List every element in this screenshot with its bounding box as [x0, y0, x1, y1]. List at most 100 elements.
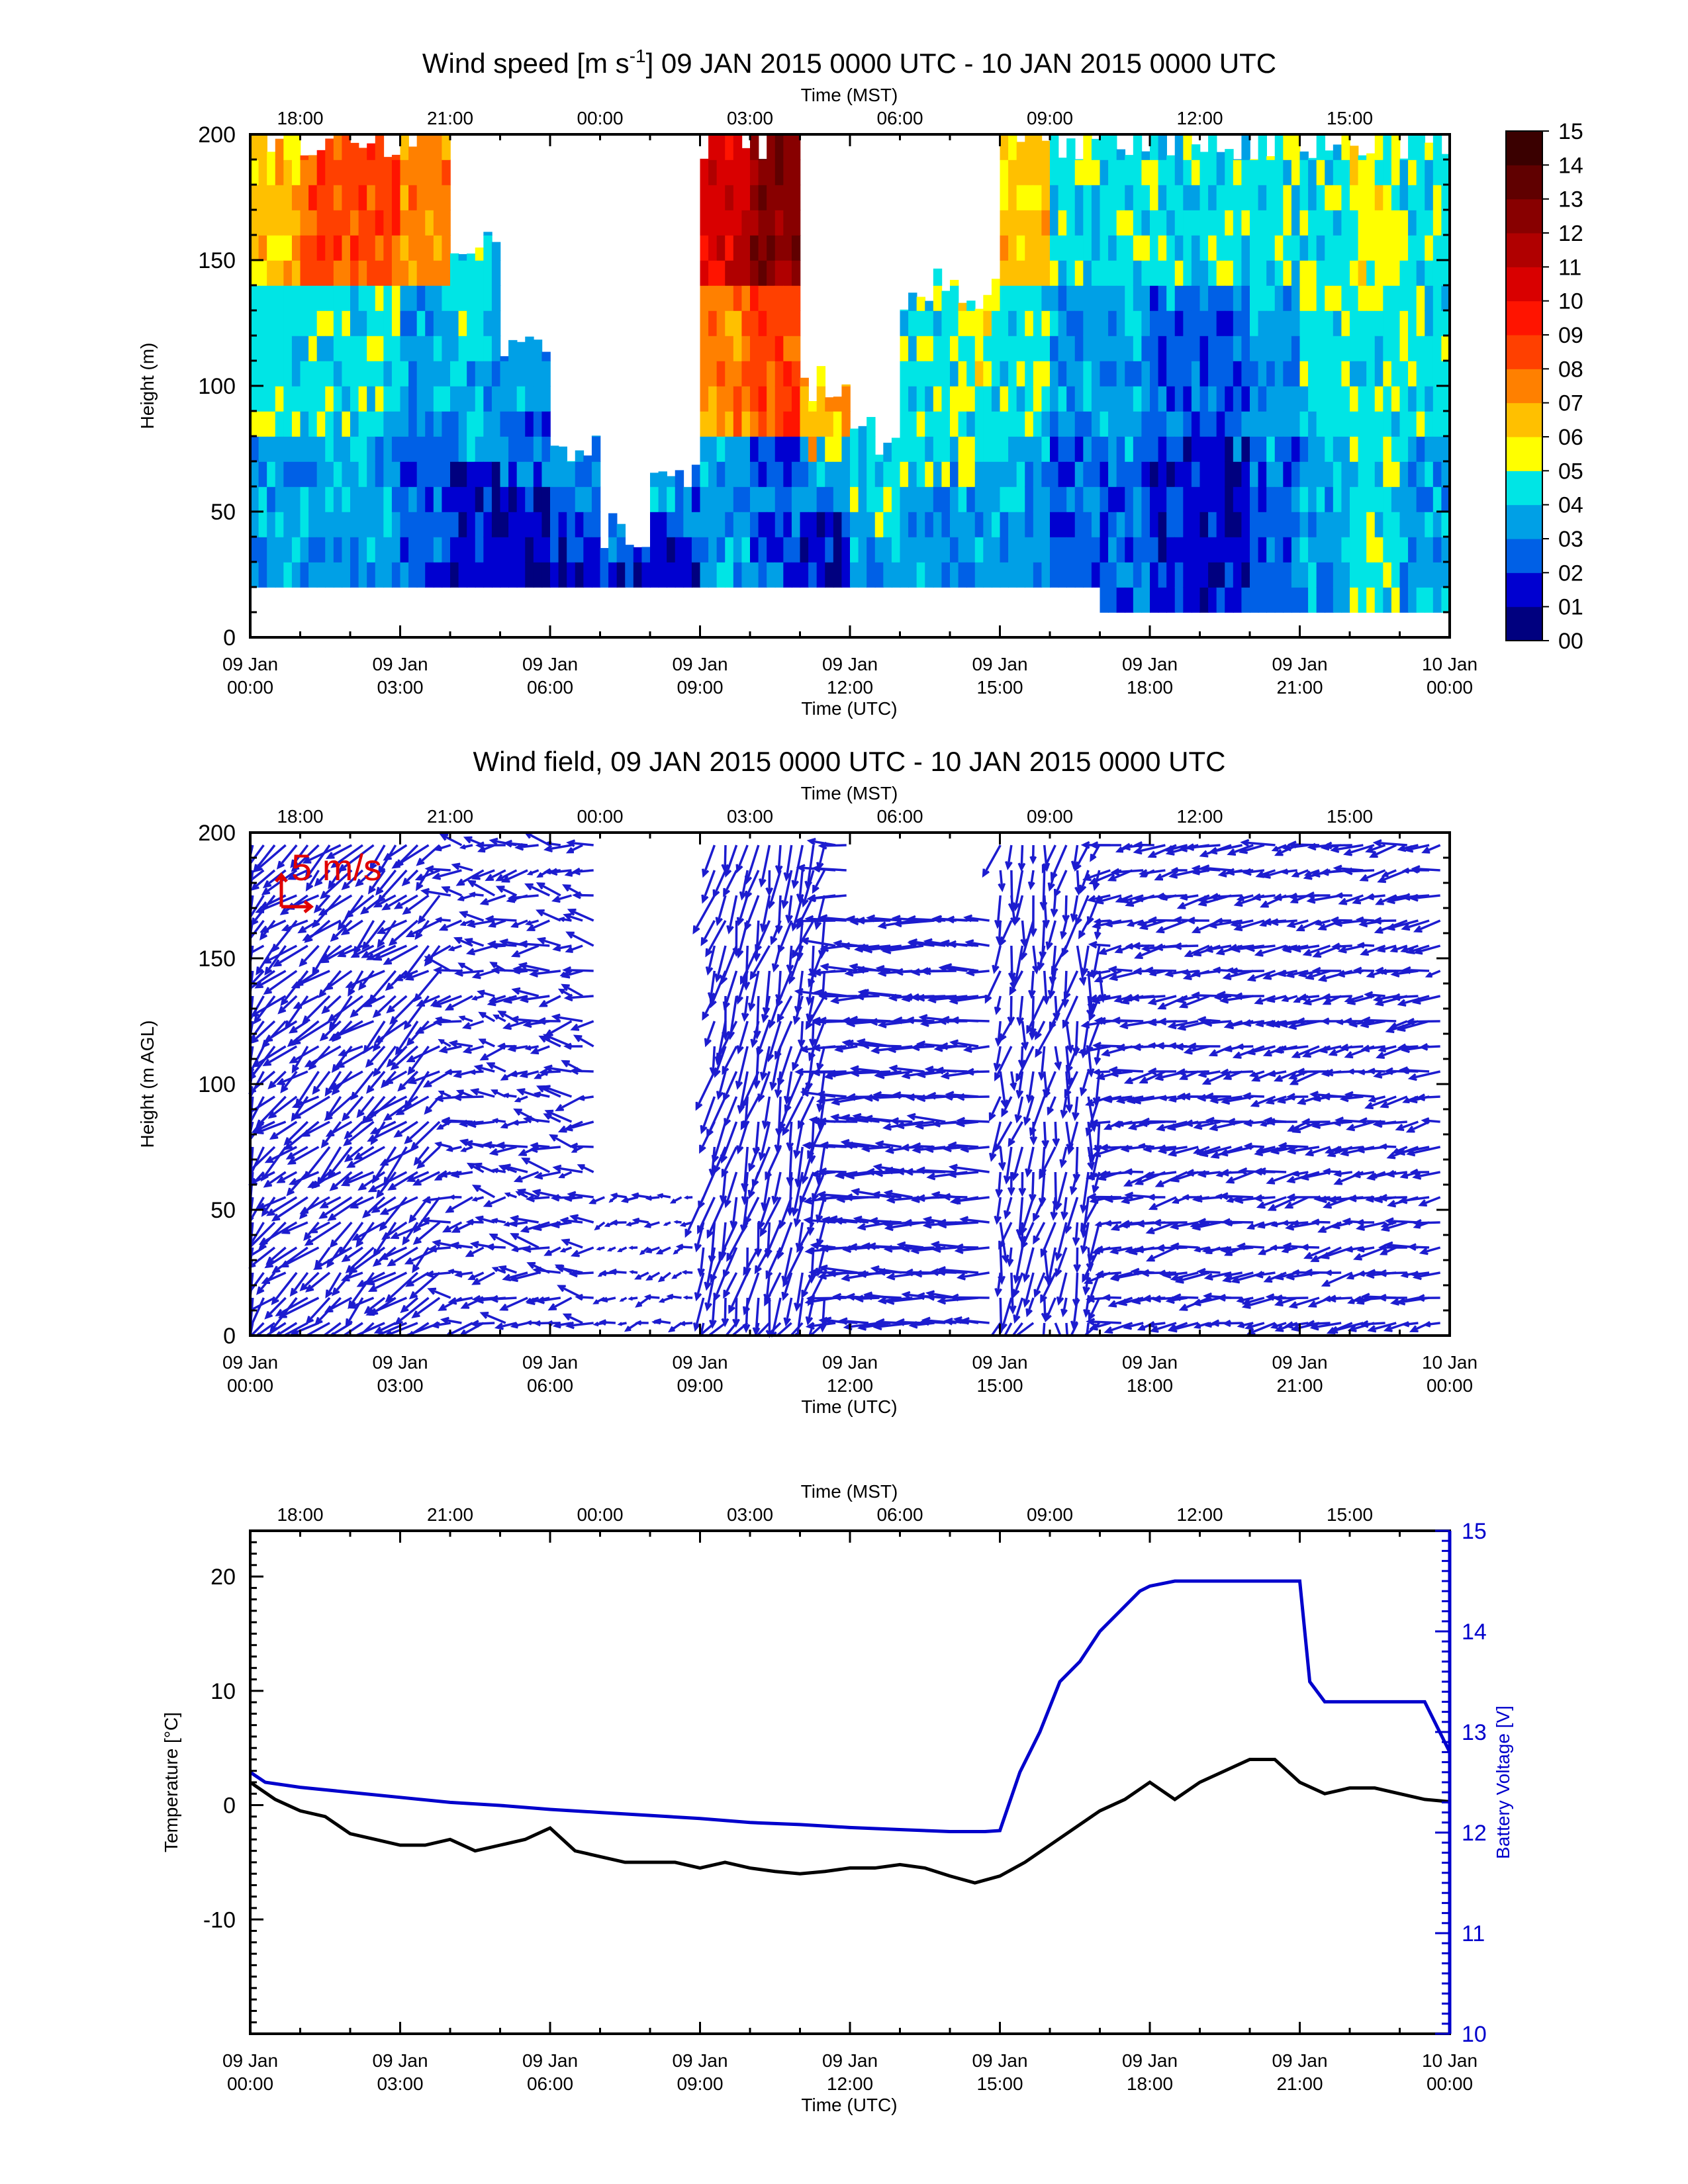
wind-speed-cell [575, 562, 585, 588]
wind-speed-cell [425, 310, 434, 336]
wind-speed-cell [1225, 260, 1234, 286]
wind-speed-cell [1066, 411, 1076, 437]
wind-speed-cell [342, 159, 351, 185]
wind-vector-arrow [373, 1322, 397, 1334]
wind-speed-cell [316, 512, 326, 537]
wind-speed-cell [1258, 562, 1267, 588]
wind-vector-arrow [658, 1297, 671, 1303]
wind-speed-cell [1432, 185, 1442, 210]
wind-speed-cell [1158, 260, 1167, 286]
wind-speed-cell [1016, 336, 1026, 361]
wind-vector-arrow [1103, 919, 1133, 928]
wind-speed-cell [1241, 562, 1250, 588]
wind-vector-arrow [1085, 970, 1111, 978]
wind-speed-cell [1125, 386, 1134, 412]
wind-vector-arrow [1049, 945, 1057, 986]
wind-vector-arrow [346, 1146, 385, 1168]
wind-speed-cell [258, 486, 267, 512]
wind-speed-cell [1216, 461, 1226, 487]
wind-speed-cell [733, 537, 743, 563]
temperature-mst-label: 21:00 [427, 1504, 473, 1525]
wind-vector-arrow [365, 944, 397, 960]
wind-speed-cell [325, 138, 334, 160]
wind-speed-cell [375, 134, 385, 160]
wind-speed-cell [1416, 336, 1426, 361]
wind-speed-cell [475, 537, 485, 563]
wind-speed-cell [783, 486, 792, 512]
wind-speed-cell [1399, 562, 1409, 588]
wind-speed-cell [1025, 185, 1034, 210]
wind-speed-cell [1258, 386, 1267, 412]
wind-speed-cell [1183, 336, 1192, 361]
wind-vector-arrow [259, 919, 287, 933]
wind-speed-cell [1258, 336, 1267, 361]
wind-vector-arrow [1111, 1120, 1144, 1128]
wind-speed-cell [1316, 486, 1326, 512]
wind-vector-arrow [781, 1272, 793, 1301]
wind-speed-cell [774, 486, 784, 512]
wind-vector-arrow [325, 1272, 342, 1299]
wind-speed-cell [1333, 210, 1342, 236]
wind-vector-arrow [1103, 1095, 1133, 1103]
wind-vector-arrow [1405, 1120, 1430, 1133]
wind-speed-cell [974, 537, 984, 563]
colorbar-label: 10 [1558, 289, 1583, 314]
wind-speed-cell [367, 285, 376, 311]
wind-speed-cell [367, 235, 376, 261]
wind-speed-cell [391, 537, 401, 563]
wind-vector-arrow [805, 995, 826, 1030]
wind-speed-cell [1399, 386, 1409, 412]
wind-vector-arrow [1079, 1071, 1090, 1097]
wind-speed-cell [1008, 159, 1017, 185]
wind-speed-cell [483, 310, 492, 336]
wind-speed-cell [1150, 562, 1159, 588]
wind-vector-arrow [1061, 920, 1079, 958]
wind-speed-cell [1391, 134, 1401, 160]
wind-vector-arrow [495, 886, 518, 897]
colorbar-label: 13 [1558, 187, 1583, 212]
wind-speed-cell [941, 361, 951, 387]
wind-speed-cell [1016, 185, 1026, 210]
wind-speed-cell [1091, 310, 1101, 336]
wind-speed-cell [708, 336, 718, 361]
wind-vector-arrow [754, 1222, 763, 1258]
wind-vector-arrow [959, 1216, 990, 1224]
wind-speed-cell [508, 512, 518, 537]
wind-vector-arrow [1022, 1272, 1035, 1308]
wind-speed-cell [1299, 386, 1309, 412]
wind-speed-cell [383, 260, 393, 286]
wind-speed-cell [1333, 386, 1342, 412]
wind-speed-cell [1150, 386, 1159, 412]
wind-speed-cell [1108, 562, 1117, 588]
wind-speed-cell [1291, 210, 1301, 236]
wind-speed-cell [358, 436, 367, 462]
wind-speed-cell [1408, 361, 1417, 387]
wind-speed-cell [267, 361, 276, 387]
wind-speed-cell [1066, 386, 1076, 412]
wind-speed-cell [1266, 436, 1276, 462]
wind-speed-cell [1050, 386, 1059, 412]
wind-vector-arrow [1086, 895, 1101, 926]
wind-vector-arrow [786, 945, 794, 974]
wind-vector-arrow [1028, 1171, 1037, 1203]
wind-speed-cell [1358, 361, 1367, 387]
wind-vector-arrow [816, 1146, 826, 1186]
wind-vector-arrow [939, 1042, 968, 1050]
wind-speed-cell [800, 436, 809, 462]
wind-speed-cell [1016, 361, 1026, 387]
wind-vector-arrow [264, 1146, 297, 1163]
wind-vector-arrow [617, 1322, 627, 1326]
wind-speed-cell [1308, 260, 1317, 286]
wind-speed-cell [1191, 285, 1201, 311]
wind-vector-arrow [1233, 992, 1264, 1001]
wind-vector-arrow [742, 945, 751, 991]
wind-speed-cell [375, 361, 385, 387]
wind-speed-cell [1374, 562, 1384, 588]
wind-speed-cell [467, 386, 476, 412]
wind-speed-cell [283, 285, 293, 311]
wind-vector-arrow [1050, 895, 1058, 918]
wind-speed-ytick-label: 200 [198, 122, 236, 148]
wind-vector-arrow [1019, 1197, 1035, 1236]
wind-speed-cell [1350, 537, 1359, 563]
wind-speed-cell [1041, 210, 1051, 236]
